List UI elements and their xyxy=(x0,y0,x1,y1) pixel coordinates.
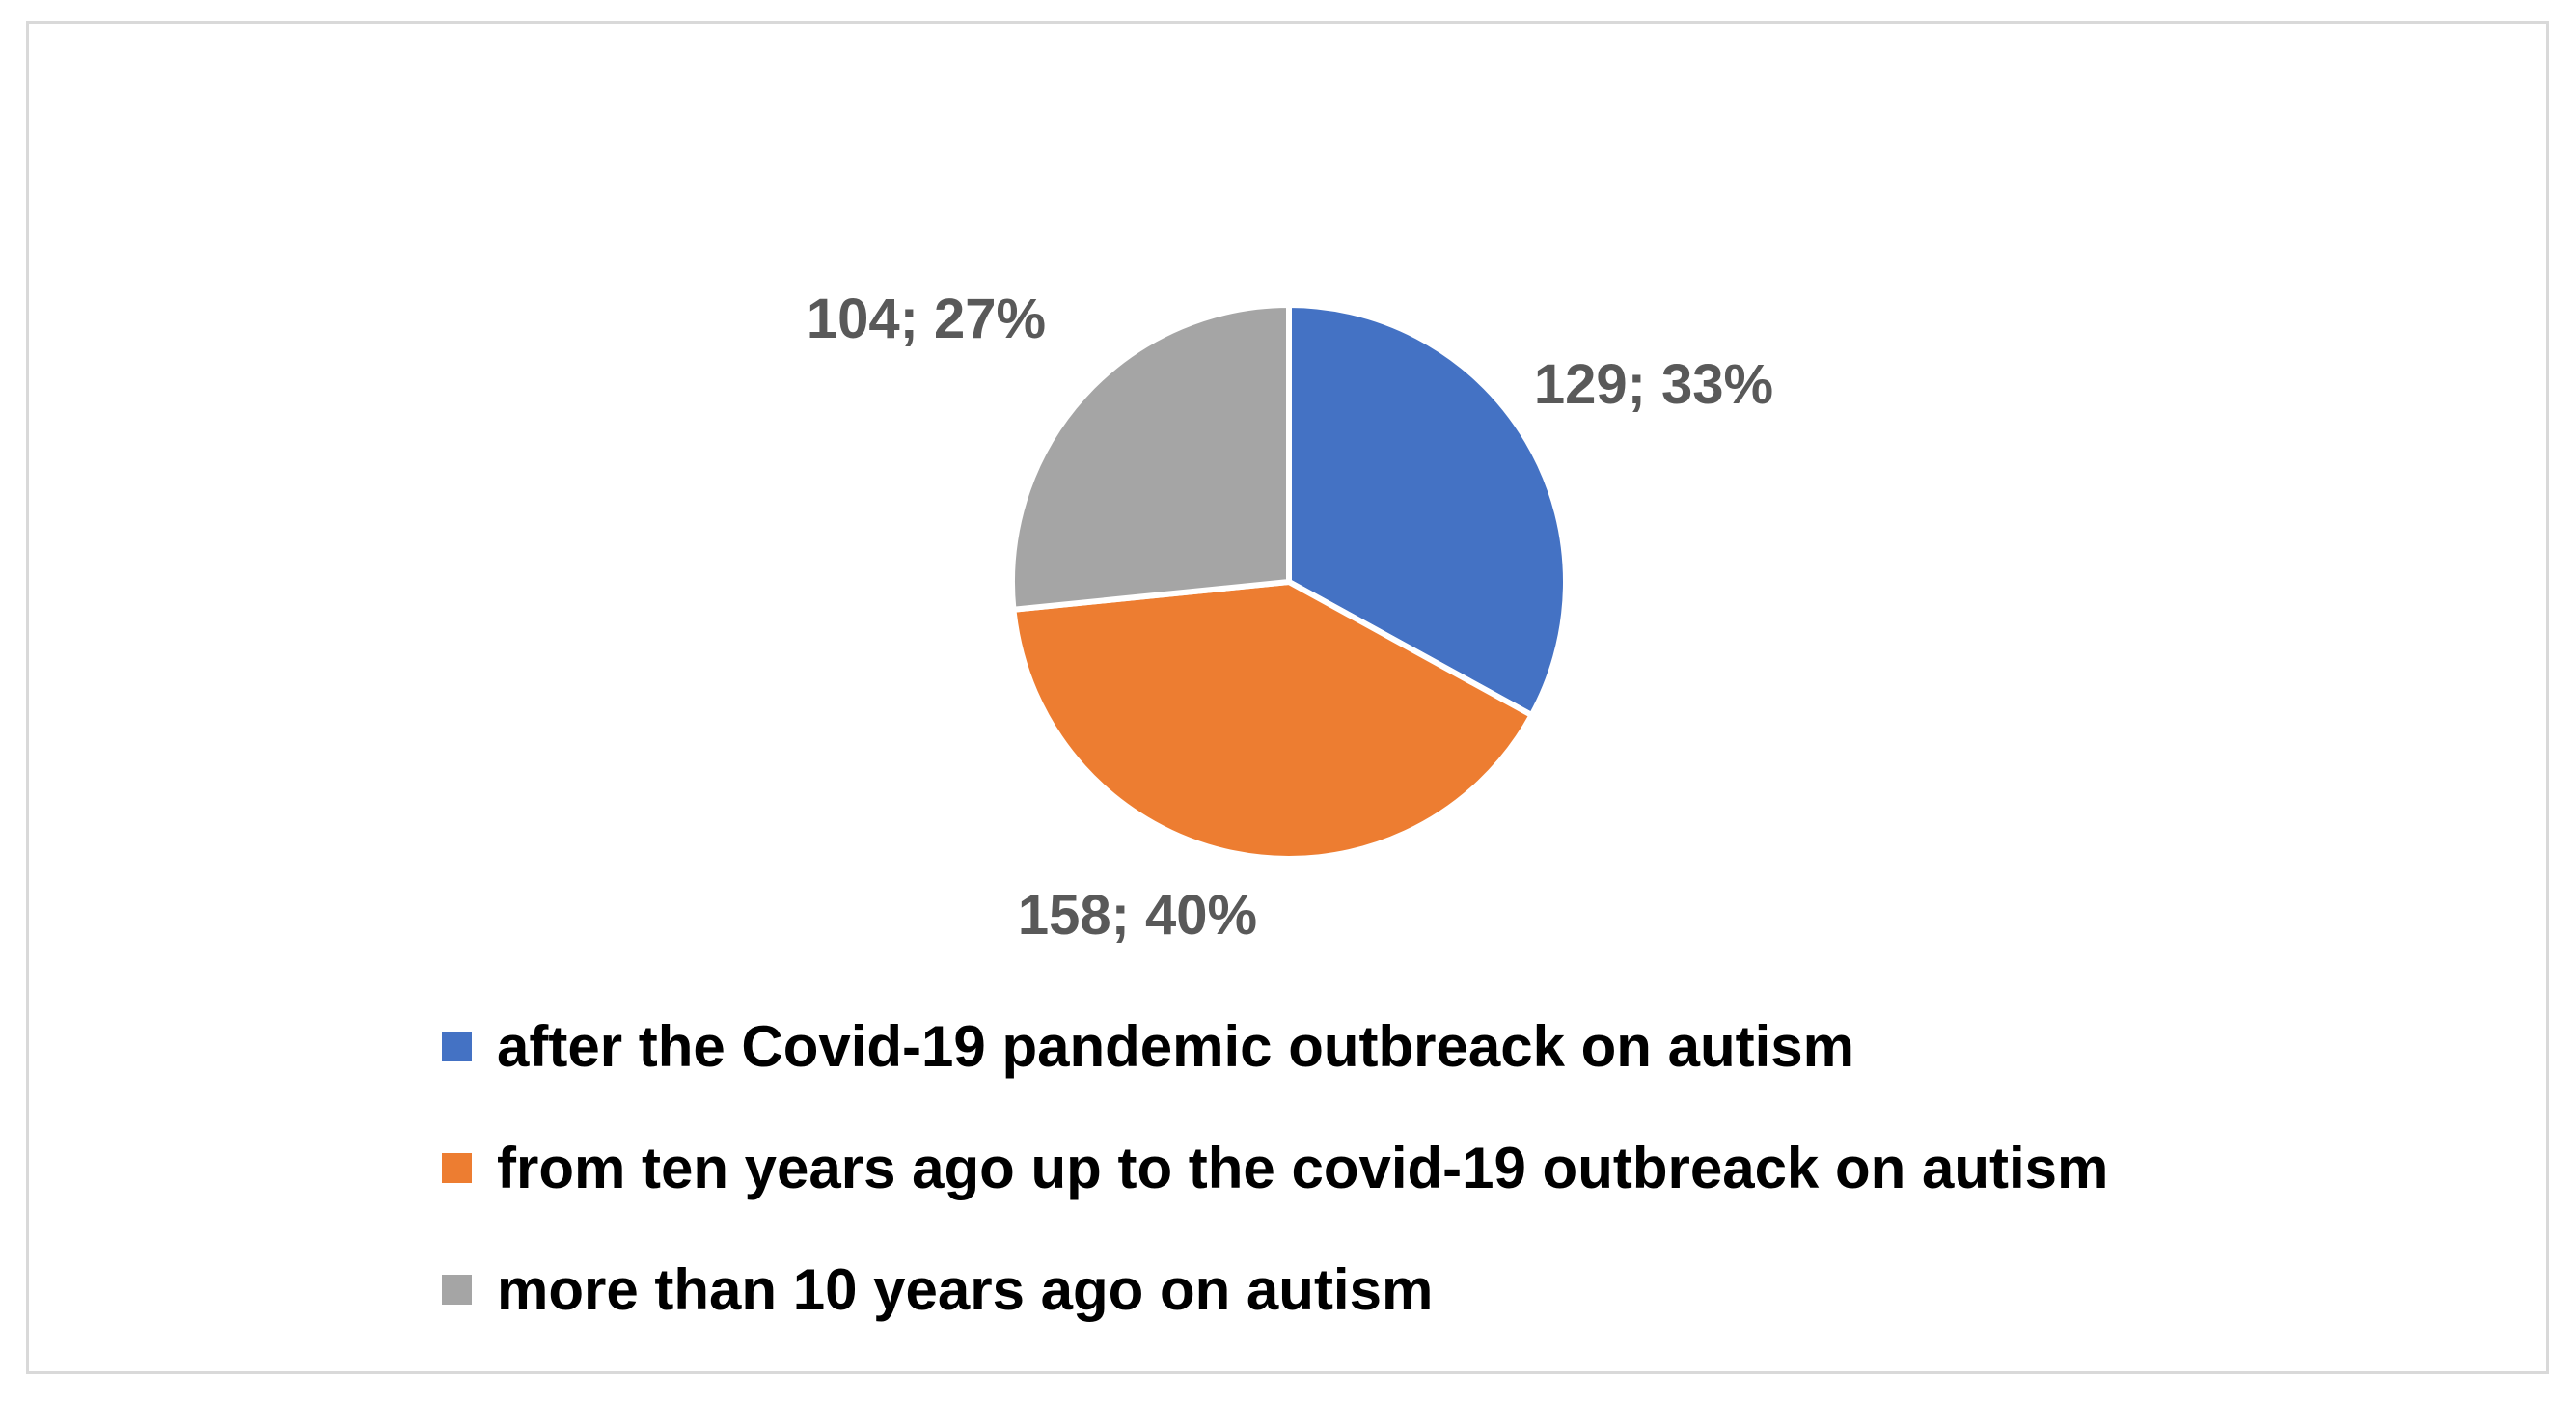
legend-swatch-2 xyxy=(442,1152,472,1183)
data-label-3: 104; 27% xyxy=(807,288,1046,350)
legend-item-1: after the Covid-19 pandemic outbreack on… xyxy=(442,1005,2108,1087)
data-label-1: 129; 33% xyxy=(1534,353,1773,416)
legend: after the Covid-19 pandemic outbreack on… xyxy=(442,1005,2108,1370)
legend-label-2: from ten years ago up to the covid-19 ou… xyxy=(497,1135,2109,1200)
legend-swatch-3 xyxy=(442,1274,472,1305)
legend-label-3: more than 10 years ago on autism xyxy=(497,1256,1434,1322)
pie-slice-1 xyxy=(1286,302,1569,719)
pie-slice-2 xyxy=(1010,579,1535,862)
legend-item-3: more than 10 years ago on autism xyxy=(442,1249,2108,1330)
legend-item-2: from ten years ago up to the covid-19 ou… xyxy=(442,1127,2108,1208)
legend-label-1: after the Covid-19 pandemic outbreack on… xyxy=(497,1013,1854,1079)
pie-slice-3 xyxy=(1009,302,1292,613)
pie-slices xyxy=(1009,302,1569,862)
data-label-2: 158; 40% xyxy=(1018,884,1257,947)
legend-swatch-1 xyxy=(442,1031,472,1061)
pie-data-labels: 129; 33% 158; 40% 104; 27% xyxy=(807,288,1773,947)
